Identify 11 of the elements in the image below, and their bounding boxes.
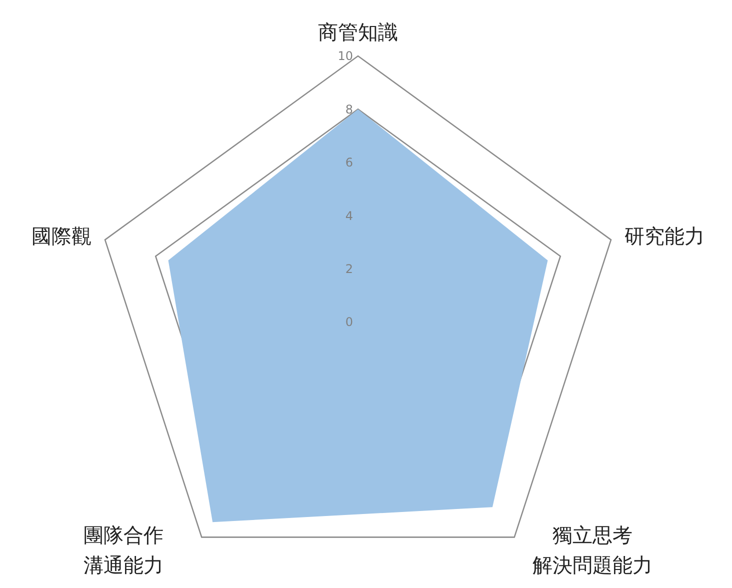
y-tick-label: 4 bbox=[345, 208, 353, 223]
spoke-label: 研究能力 bbox=[624, 224, 704, 248]
y-tick-label: 6 bbox=[345, 156, 353, 170]
y-tick-label: 2 bbox=[345, 262, 353, 276]
spoke-label: 國際觀 bbox=[32, 224, 92, 248]
y-tick-label: 10 bbox=[338, 49, 353, 64]
y-tick-label: 8 bbox=[345, 102, 353, 116]
spoke-label: 獨立思考解決問題能力 bbox=[532, 524, 652, 578]
y-tick-label: 0 bbox=[345, 315, 353, 330]
spoke-label: 團隊合作溝通能力 bbox=[84, 524, 164, 578]
spoke-label: 商管知識 bbox=[318, 20, 398, 44]
